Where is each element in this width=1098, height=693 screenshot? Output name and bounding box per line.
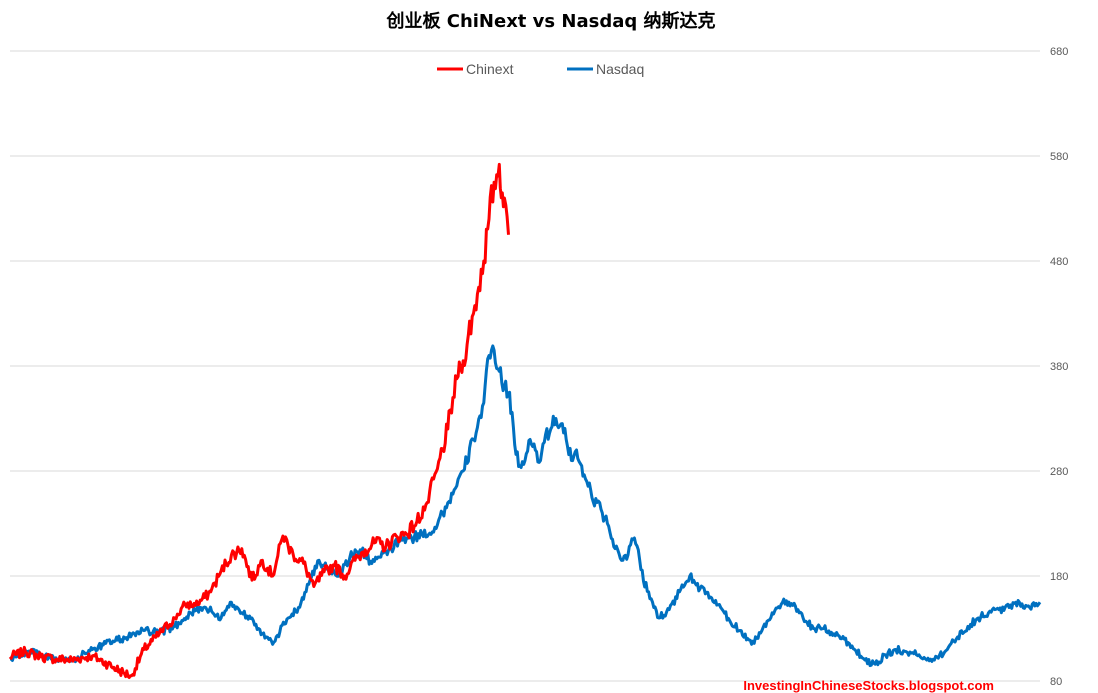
legend-label-chinext: Chinext (466, 61, 514, 77)
y-axis-ticks: 80 180 280 380 480 580 680 (1050, 46, 1068, 688)
legend: Chinext Nasdaq (437, 61, 644, 77)
y-tick-label: 680 (1050, 46, 1068, 58)
gridlines (10, 50, 1040, 682)
chart-title: 创业板 ChiNext vs Nasdaq 纳斯达克 (385, 10, 715, 32)
y-tick-label: 380 (1050, 361, 1068, 373)
series-line-chinext (8, 162, 510, 679)
y-tick-label: 580 (1050, 151, 1068, 163)
series-line-nasdaq (9, 344, 1042, 668)
watermark-text: InvestingInChineseStocks.blogspot.com (743, 678, 994, 693)
y-tick-label: 280 (1050, 466, 1068, 478)
y-tick-label: 80 (1050, 676, 1062, 688)
legend-label-nasdaq: Nasdaq (596, 61, 644, 77)
series-lines (8, 162, 1042, 679)
y-tick-label: 180 (1050, 571, 1068, 583)
y-tick-label: 480 (1050, 256, 1068, 268)
